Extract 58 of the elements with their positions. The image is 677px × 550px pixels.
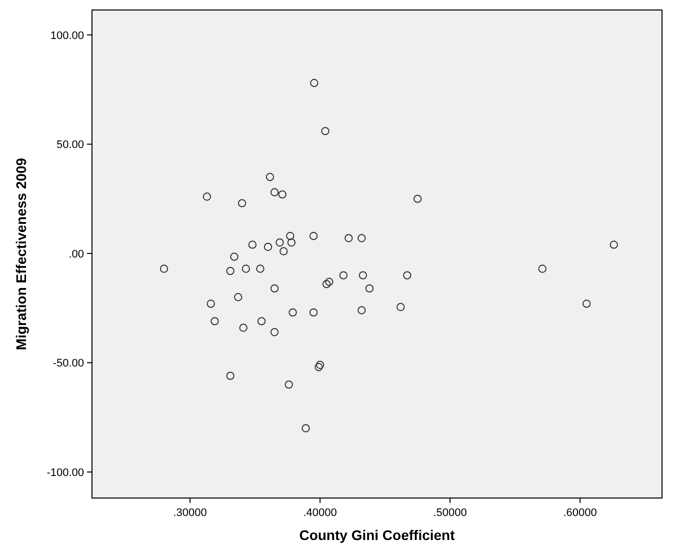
point xyxy=(202,192,212,201)
point xyxy=(230,252,238,261)
point xyxy=(325,278,334,286)
point xyxy=(238,199,246,208)
point xyxy=(266,172,274,182)
point xyxy=(278,190,286,199)
point xyxy=(322,280,331,288)
point xyxy=(234,293,242,302)
x-tick-label: .30000 xyxy=(173,507,207,519)
point xyxy=(287,238,296,247)
point xyxy=(248,240,257,249)
point xyxy=(280,247,288,256)
point xyxy=(403,271,412,280)
point xyxy=(344,234,353,242)
point xyxy=(288,308,297,317)
point xyxy=(242,264,250,273)
point xyxy=(309,232,318,240)
point xyxy=(302,424,310,432)
point xyxy=(314,362,323,372)
y-tick-label: 50.00 xyxy=(56,139,84,152)
point xyxy=(358,306,366,314)
point xyxy=(264,242,272,251)
point xyxy=(321,126,330,136)
point xyxy=(284,380,293,389)
point xyxy=(226,372,234,380)
point xyxy=(256,264,264,273)
x-tick-label: .60000 xyxy=(563,507,597,519)
point xyxy=(365,284,374,293)
point xyxy=(610,240,618,249)
point xyxy=(358,271,368,280)
point xyxy=(270,328,279,336)
y-tick-label: -100.00 xyxy=(46,466,84,479)
x-tick-label: .50000 xyxy=(433,507,467,519)
point xyxy=(309,308,318,317)
point xyxy=(270,188,279,196)
point xyxy=(396,302,405,312)
point xyxy=(210,317,219,326)
point xyxy=(276,238,284,247)
point xyxy=(160,264,168,273)
x-axis-title: County Gini Coefficient xyxy=(299,527,456,543)
point xyxy=(358,234,366,242)
x-tick-label: .40000 xyxy=(303,507,337,519)
point xyxy=(270,284,279,293)
point xyxy=(257,317,266,326)
y-tick-label: 100.00 xyxy=(50,30,84,42)
point xyxy=(582,300,591,308)
point xyxy=(239,324,248,332)
y-tick-label: -50.00 xyxy=(52,358,84,370)
point xyxy=(316,360,324,370)
point xyxy=(339,271,348,280)
point xyxy=(310,78,318,88)
point xyxy=(226,266,234,276)
point xyxy=(286,232,294,240)
point xyxy=(538,264,546,273)
y-tick-label: .00 xyxy=(68,248,84,260)
y-axis-title: Migration Effectiveness 2009 xyxy=(13,158,29,350)
point xyxy=(206,300,215,308)
point xyxy=(413,194,422,203)
